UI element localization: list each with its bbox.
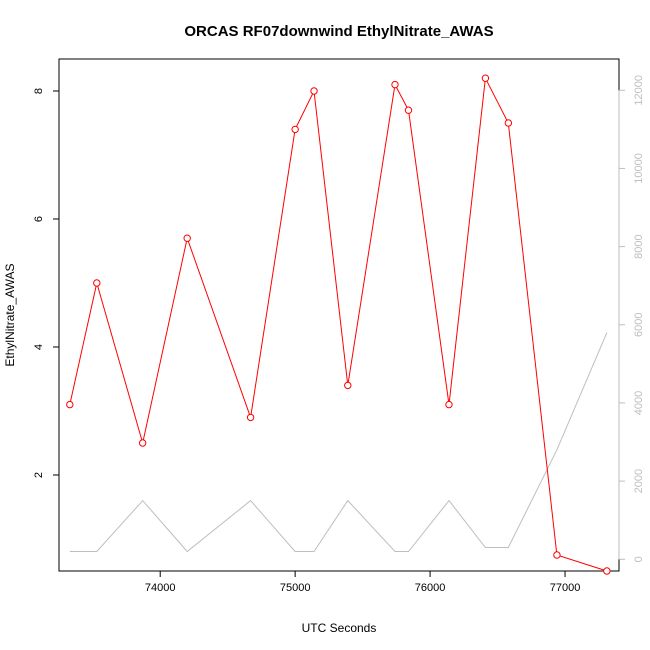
data-point	[246, 413, 255, 422]
data-point	[93, 279, 101, 287]
data-point	[391, 80, 399, 89]
data-point	[504, 119, 513, 127]
series-layer	[66, 74, 611, 575]
data-point	[66, 400, 74, 409]
data-point	[603, 567, 611, 575]
y2-tick-label: 12000	[633, 75, 645, 106]
primary-series-line	[69, 76, 608, 572]
y2-tick-label: 10000	[633, 153, 645, 184]
axis-ticks: 74000 75000 76000 77000 2 4 6 8 0 2000 4000 6000 800…	[33, 75, 645, 594]
data-point	[310, 87, 318, 95]
data-point	[445, 400, 453, 409]
data-point	[138, 439, 147, 447]
data-point	[481, 74, 490, 82]
y2-tick-label: 2000	[633, 469, 645, 493]
x-tick-label: 75000	[280, 582, 311, 594]
data-point	[404, 106, 413, 114]
data-point	[344, 381, 352, 390]
secondary-series-line	[69, 332, 608, 553]
chart-title: ORCAS RF07downwind EthylNitrate_AWAS	[184, 23, 493, 40]
data-point	[183, 234, 191, 242]
data-point	[291, 125, 299, 134]
y2-tick-label: 8000	[633, 234, 645, 258]
x-tick-label: 76000	[415, 582, 446, 594]
x-axis-label: UTC Seconds	[302, 621, 377, 635]
y-tick-label: 4	[33, 344, 45, 350]
y2-tick-label: 4000	[633, 391, 645, 415]
y2-tick-label: 0	[633, 556, 645, 562]
x-tick-label: 77000	[550, 582, 581, 594]
data-point	[553, 551, 561, 559]
y-tick-label: 8	[33, 88, 45, 94]
x-tick-label: 74000	[145, 582, 176, 594]
y-tick-label: 2	[33, 472, 45, 478]
y-axis-label: EthylNitrate_AWAS	[3, 263, 17, 366]
y2-tick-label: 6000	[633, 313, 645, 337]
y-tick-label: 6	[33, 216, 45, 222]
